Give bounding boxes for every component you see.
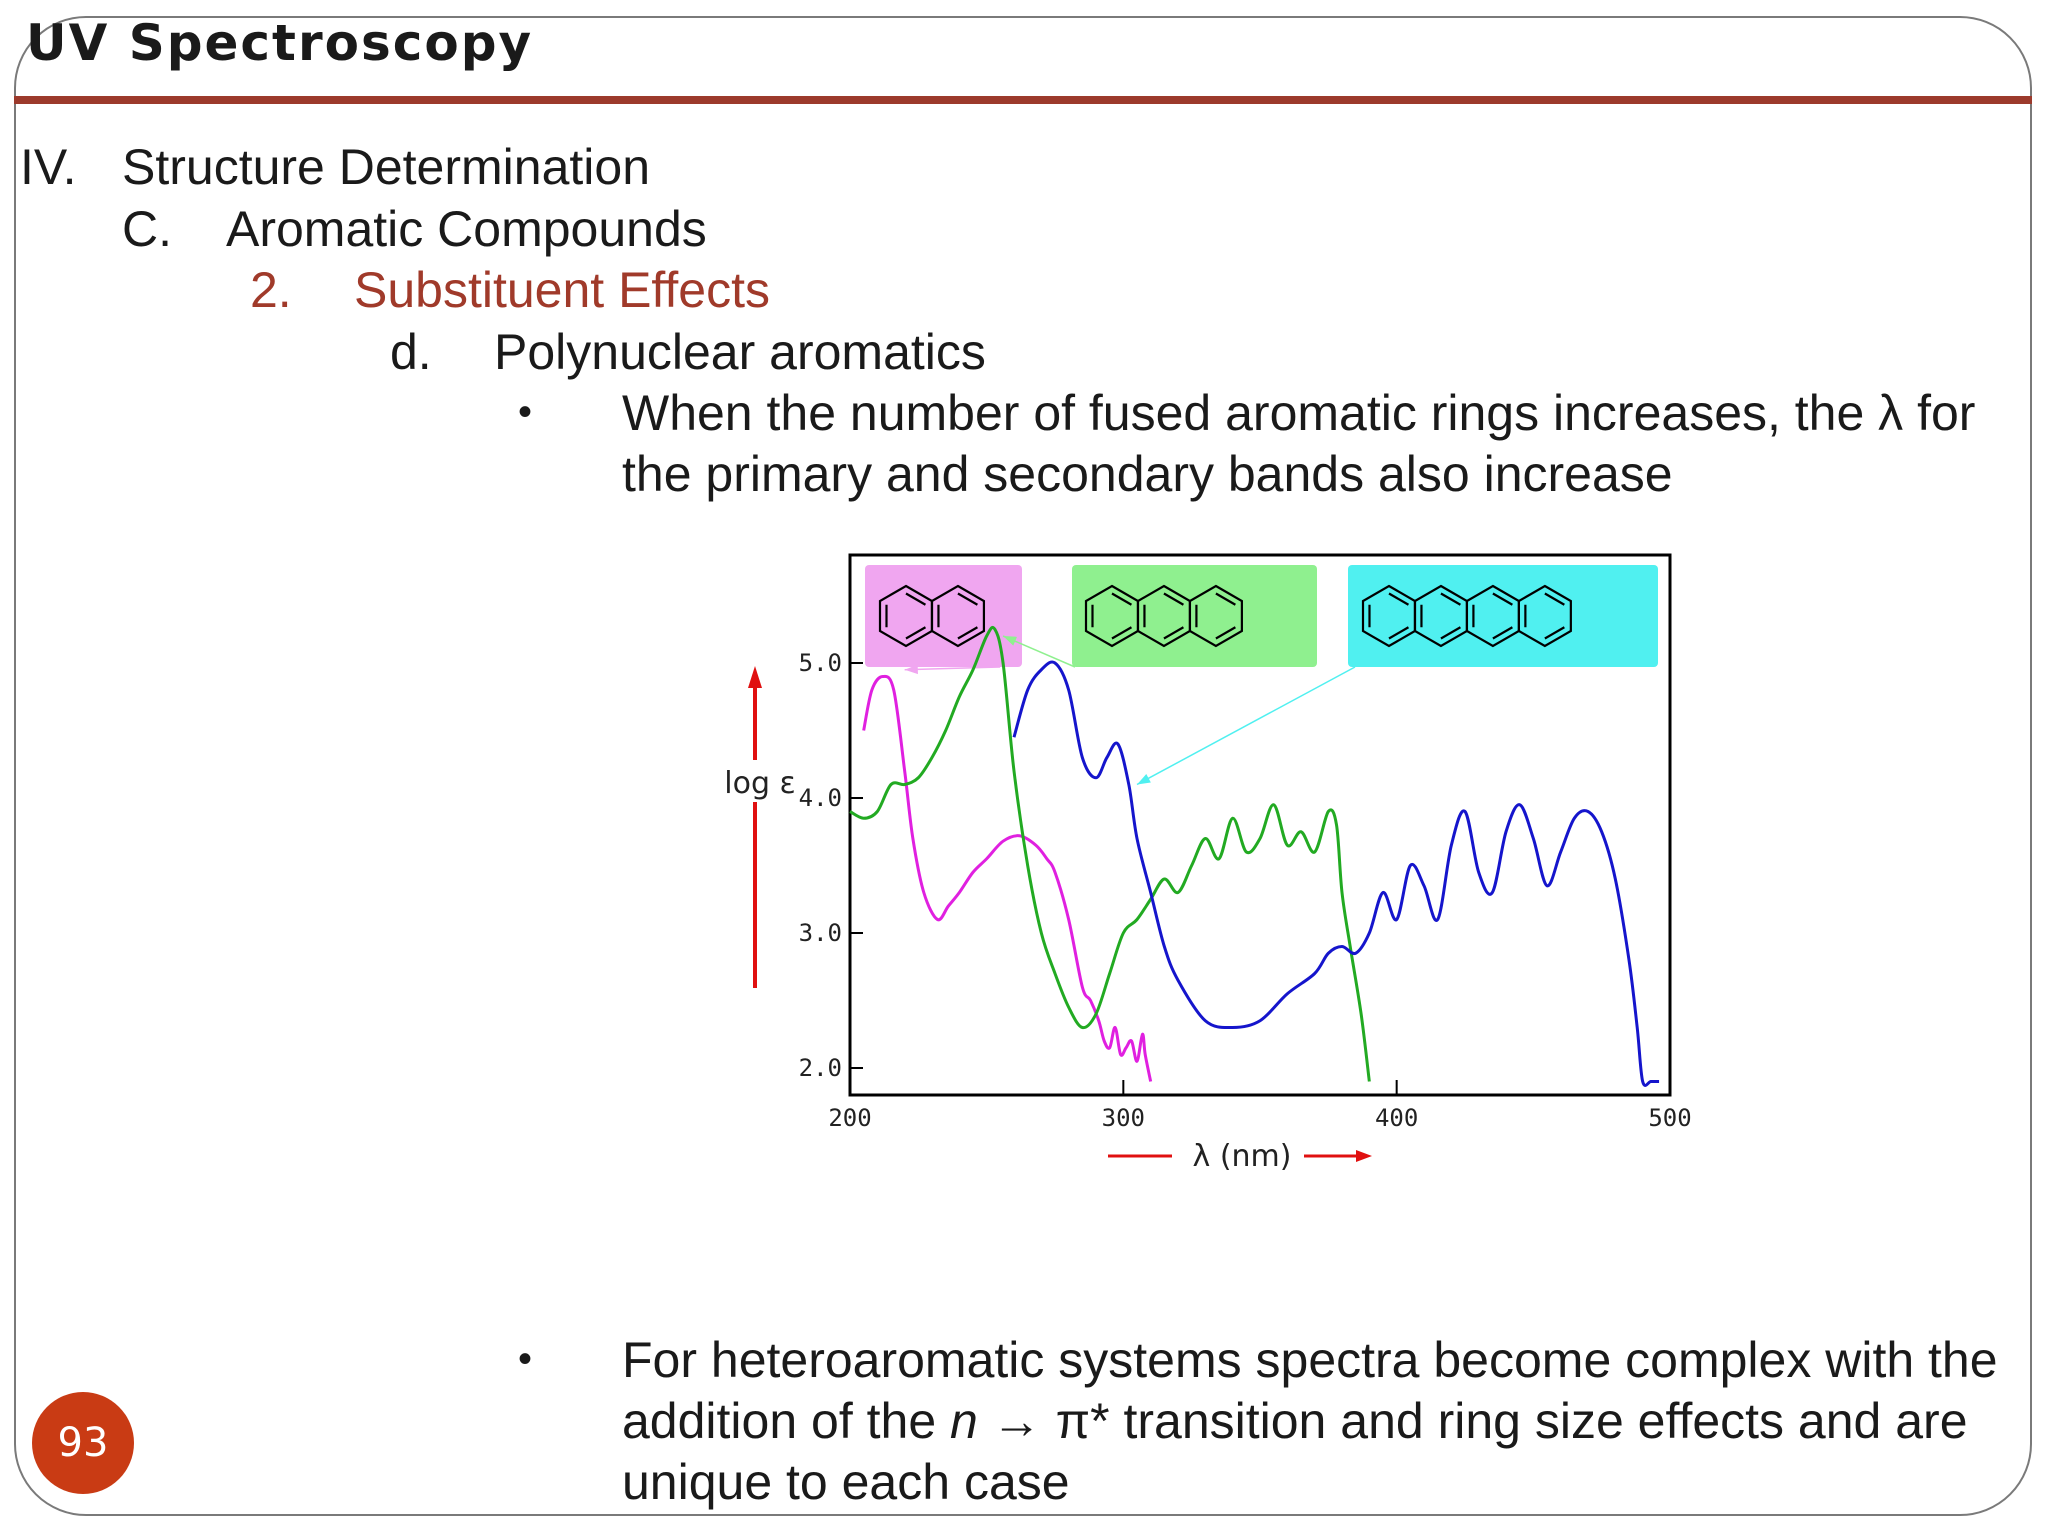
pointer-arrowhead-icon [1003,636,1018,646]
series-line-2 [1012,660,1660,1087]
y-tick-label: 4.0 [799,784,842,812]
pointer-arrowhead-icon [904,664,918,675]
slide-frame [14,16,2032,1516]
bullet-text-fused-rings: When the number of fused aromatic rings … [622,385,1976,502]
tetracene-ring [1517,584,1572,648]
outline-level1-number: IV. [20,139,77,195]
y-tick-label: 3.0 [799,919,842,947]
plot-area [848,553,1672,1097]
page-number-badge: 93 [32,1392,134,1494]
bullet-marker-2: • [518,1337,533,1381]
x-tick-label: 400 [1375,1104,1418,1132]
outline-level4-text: Polynuclear aromatics [494,324,986,380]
x-tick-label: 200 [828,1104,871,1132]
pointer-arrowhead-icon [1137,774,1151,785]
y-axis-label: log ε [724,766,795,801]
naphthalene-ring [930,584,986,648]
anthracene-ring [1188,584,1243,648]
series-line-1 [849,625,1371,1082]
slide-title: UV Spectroscopy [26,14,534,72]
naphthalene-box [865,565,1022,667]
title-divider [14,96,2032,104]
series-line-0 [862,674,1153,1082]
pointer-arrow [904,666,1001,671]
structure-legend [865,565,1658,667]
pointer-arrow [1136,666,1356,786]
outline-level2-text: Aromatic Compounds [226,201,707,257]
bullet-marker: • [518,390,533,434]
anthracene-box [1072,565,1317,667]
tetracene-box [1348,565,1658,667]
x-tick-label: 500 [1648,1104,1691,1132]
bullet-text-heteroaromatic: For heteroaromatic systems spectra becom… [622,1330,2022,1513]
y-arrow-head-icon [748,666,762,688]
x-axis-label-group: λ (nm) [1108,1139,1372,1174]
outline-level3-text: Substituent Effects [354,262,770,318]
y-tick-label: 5.0 [799,649,842,677]
x-arrow-head-icon [1356,1150,1372,1162]
outline-level2-number: C. [122,201,172,257]
bullet2-text-part2: transition and ring size effects and are… [622,1393,1968,1510]
outline-level3-number: 2. [250,262,292,318]
x-axis-label: λ (nm) [1193,1139,1292,1174]
outline-level1-text: Structure Determination [122,139,651,195]
bullet2-transition: → π* [977,1393,1124,1449]
outline-level4-number: d. [390,324,432,380]
y-tick-label: 2.0 [799,1054,842,1082]
bullet2-text-part1: For heteroaromatic systems spectra becom… [622,1332,1998,1449]
x-tick-label: 300 [1102,1104,1145,1132]
uv-spectrum-chart: 200 300 400 500 5.0 4.0 3.0 2.0 log ε λ (nm) [724,553,1692,1174]
y-axis-label-group: log ε [724,666,796,988]
bullet2-n-italic: n [950,1393,978,1449]
